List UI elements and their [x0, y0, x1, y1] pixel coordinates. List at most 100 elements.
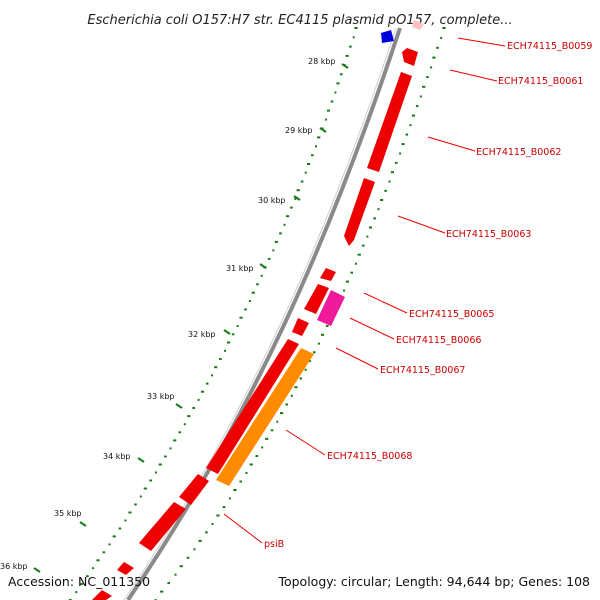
- gc-dot: [290, 394, 293, 397]
- gc-dot: [102, 551, 106, 554]
- gc-dot: [239, 316, 243, 319]
- gc-dot: [299, 377, 303, 380]
- gc-dot: [149, 479, 152, 482]
- gene-feature-orange[interactable]: [216, 348, 314, 486]
- gene-label[interactable]: ECH74115_B0062: [476, 147, 561, 158]
- accession-text: Accession: NC_011350: [8, 574, 150, 589]
- gc-dot: [92, 567, 95, 570]
- gc-dot: [419, 95, 422, 98]
- leader-b0062: [427, 136, 476, 152]
- gc-dot: [160, 590, 164, 593]
- gc-dot: [373, 217, 376, 220]
- gc-dot: [343, 289, 345, 292]
- gene-feature-b0066[interactable]: [317, 290, 345, 326]
- gene-label[interactable]: psiB: [264, 539, 284, 550]
- gc-dot: [276, 420, 279, 423]
- gc-dot: [187, 415, 191, 418]
- leader-b0063: [397, 215, 446, 234]
- tick-mark: [137, 457, 145, 463]
- gc-dot: [179, 565, 183, 568]
- gene-feature-b0063[interactable]: [344, 178, 375, 246]
- gc-dot: [294, 197, 297, 200]
- gc-dot: [324, 118, 327, 121]
- gc-dot: [325, 325, 329, 327]
- gc-dot: [395, 161, 398, 164]
- gene-feature-top[interactable]: [412, 20, 424, 30]
- gc-dot: [368, 226, 373, 229]
- gc-dot: [124, 519, 127, 522]
- gc-dot: [315, 145, 317, 148]
- gc-dot: [430, 66, 433, 69]
- gene-feature-small-red[interactable]: [320, 268, 336, 281]
- gene-feature-bottom-small[interactable]: [117, 562, 134, 575]
- gene-feature-psib[interactable]: [139, 502, 186, 551]
- gene-feature-red-lower[interactable]: [179, 474, 209, 505]
- leader-b0065: [363, 292, 408, 314]
- gc-dot: [158, 463, 162, 466]
- gene-label[interactable]: ECH74115_B0066: [396, 335, 481, 346]
- gene-label[interactable]: ECH74115_B0068: [327, 451, 412, 462]
- gc-dot: [377, 208, 380, 211]
- gc-dot: [362, 244, 365, 247]
- topology-summary: Topology: circular; Length: 94,644 bp; G…: [277, 574, 590, 589]
- gc-dot: [265, 437, 269, 440]
- gc-dot: [143, 487, 147, 490]
- gene-feature-b0065[interactable]: [304, 284, 329, 314]
- gc-dot: [224, 349, 226, 352]
- tick-mark: [33, 567, 41, 573]
- gc-dot: [296, 189, 300, 192]
- gc-dot: [251, 291, 255, 294]
- gc-dot: [317, 342, 320, 345]
- gene-features: [92, 20, 424, 600]
- gc-dot: [249, 463, 253, 466]
- tick-mark: [223, 329, 231, 335]
- tick-label: 34 kbp: [103, 452, 131, 461]
- tick-label: 32 kbp: [188, 330, 216, 339]
- gc-dot: [304, 368, 307, 371]
- gc-dot: [399, 152, 402, 155]
- tick-marks: [33, 63, 349, 573]
- gc-dot: [260, 274, 263, 277]
- gene-feature-b0068[interactable]: [206, 339, 299, 474]
- gene-label[interactable]: ECH74115_B0067: [380, 365, 465, 376]
- gc-dot: [174, 573, 177, 576]
- gene-label[interactable]: ECH74115_B0061: [498, 76, 583, 87]
- tick-mark: [79, 521, 87, 527]
- gene-label[interactable]: ECH74115_B0065: [409, 309, 494, 320]
- gc-dot: [312, 351, 316, 354]
- gc-dot: [285, 403, 288, 406]
- gc-dot: [280, 412, 284, 415]
- tick-label: 35 kbp: [54, 509, 82, 518]
- gene-feature-bottom[interactable]: [92, 590, 112, 600]
- gc-dot: [118, 527, 122, 530]
- leader-b0066: [349, 317, 395, 340]
- gene-feature-blue[interactable]: [381, 30, 394, 43]
- gc-dot: [193, 548, 196, 551]
- leader-b0067: [335, 347, 379, 370]
- gc-dot: [357, 253, 361, 256]
- gc-dot: [285, 215, 290, 218]
- gc-dot: [283, 223, 286, 226]
- gc-dot: [211, 523, 214, 525]
- gc-dot: [261, 446, 264, 449]
- leader-b0068: [285, 429, 326, 456]
- gene-label[interactable]: ECH74115_B0059: [507, 41, 592, 52]
- tick-mark: [259, 263, 267, 269]
- gc-dot: [307, 163, 311, 165]
- gc-dot: [274, 240, 278, 243]
- gene-feature-b0061[interactable]: [402, 48, 418, 66]
- gene-feature-b0067[interactable]: [292, 318, 309, 336]
- gc-dot: [75, 591, 78, 594]
- gc-dot: [178, 431, 182, 434]
- gc-dot: [79, 583, 83, 586]
- gc-dot: [205, 531, 208, 534]
- gc-dot: [128, 511, 132, 514]
- gene-label[interactable]: ECH74115_B0063: [446, 229, 531, 240]
- tick-mark: [293, 195, 301, 201]
- gene-feature-b0062[interactable]: [367, 72, 412, 172]
- gc-dot: [380, 199, 384, 201]
- gc-dot: [336, 82, 340, 85]
- map-title: Escherichia coli O157:H7 str. EC4115 pla…: [87, 13, 512, 28]
- gc-dot: [290, 206, 293, 209]
